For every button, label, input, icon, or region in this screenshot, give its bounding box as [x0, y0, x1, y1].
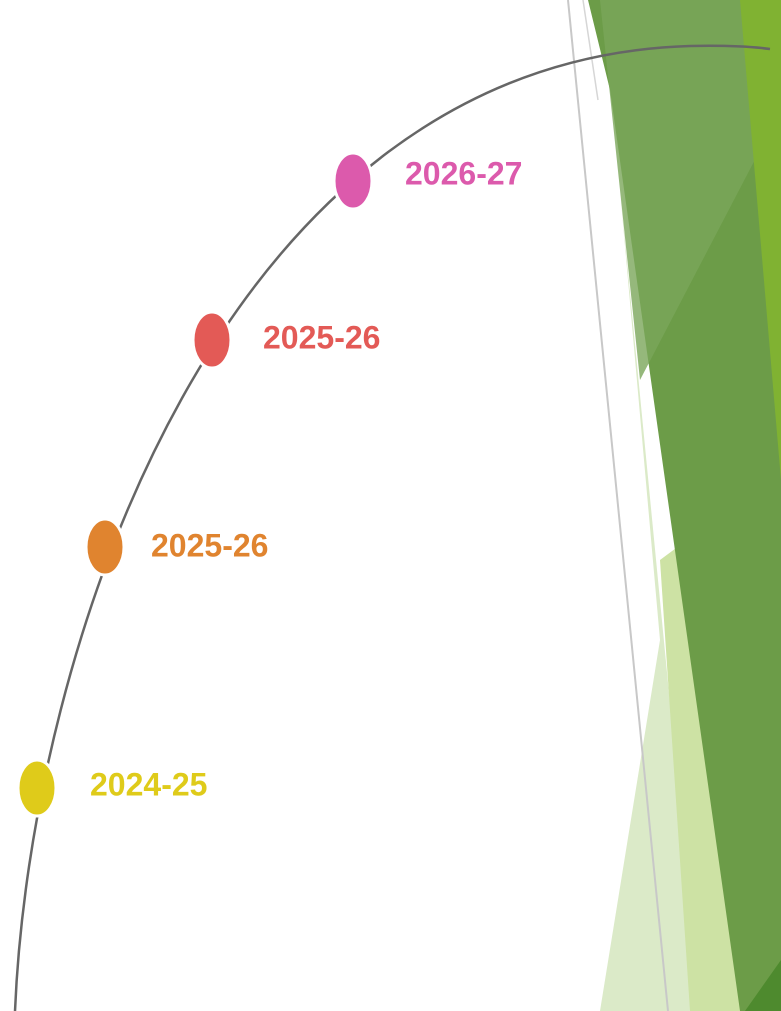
- page: {"nodes": [ {"label": "2026-27", "color"…: [0, 0, 781, 1011]
- node-dot: [86, 519, 124, 575]
- node-dot: [18, 760, 56, 816]
- node-label: 2026-27: [405, 155, 522, 191]
- decoration: [568, 0, 781, 1011]
- node-label: 2025-26: [151, 527, 268, 563]
- node-dot: [193, 312, 231, 368]
- slide: 2026-27 2025-26 2025-26 2024-25: [0, 0, 781, 1011]
- node-label: 2025-26: [263, 319, 380, 355]
- timeline-nodes: 2026-27 2025-26 2025-26 2024-25: [18, 153, 522, 816]
- node-label: 2024-25: [90, 766, 207, 802]
- node-dot: [334, 153, 372, 209]
